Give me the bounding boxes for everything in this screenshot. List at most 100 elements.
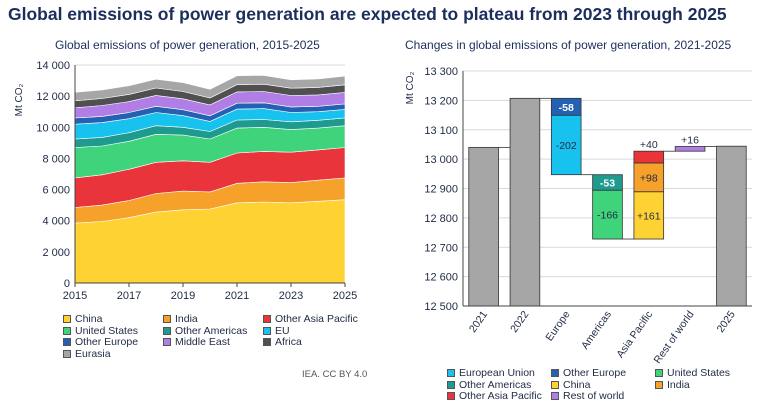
left-y-tick-label: 6 000 xyxy=(42,185,70,197)
legend-label: Other Asia Pacific xyxy=(459,390,542,402)
legend-item: EU xyxy=(263,325,290,337)
waterfall-step-other-asia-pacific xyxy=(633,150,665,164)
right-y-tick-label: 13 300 xyxy=(424,66,458,78)
legend-label: Eurasia xyxy=(75,347,111,360)
right-y-tick-label: 13 200 xyxy=(424,95,458,107)
legend-label: Other Americas xyxy=(175,324,248,337)
waterfall-data-label: +40 xyxy=(640,139,658,151)
waterfall-total-bar-2025 xyxy=(716,145,747,307)
legend-label: United States xyxy=(75,324,139,337)
right-y-tick-label: 12 600 xyxy=(424,272,458,284)
right-y-tick-label: 12 500 xyxy=(424,301,458,313)
right-y-tick-label: 12 900 xyxy=(424,184,458,196)
legend-label: EU xyxy=(275,324,290,337)
legend-label: Other Europe xyxy=(75,336,139,348)
waterfall-data-label: -202 xyxy=(556,140,577,152)
legend-swatch xyxy=(655,380,663,389)
right-chart-title: Changes in global emissions of power gen… xyxy=(405,38,732,52)
right-x-tick-label: Americas xyxy=(579,309,614,352)
legend-swatch xyxy=(63,315,71,323)
waterfall-data-label: -53 xyxy=(600,177,615,189)
waterfall-step-european-union xyxy=(550,114,582,176)
legend-item: United States xyxy=(63,325,138,337)
right-y-tick-label: 13 000 xyxy=(424,154,458,166)
legend-swatch xyxy=(551,369,559,377)
left-y-tick-label: 2 000 xyxy=(42,247,70,259)
waterfall-step-rest-of-world xyxy=(674,146,706,152)
legend-swatch xyxy=(163,315,171,323)
legend-item: Other Americas xyxy=(447,379,531,391)
legend-swatch xyxy=(655,369,663,377)
source-note: IEA. CC BY 4.0 xyxy=(302,369,368,380)
left-x-tick-label: 2021 xyxy=(225,290,249,302)
legend-item: Africa xyxy=(263,336,302,348)
right-x-tick-label: Europe xyxy=(543,309,572,344)
waterfall-data-label: +161 xyxy=(637,210,661,222)
left-y-tick-label: 0 xyxy=(64,278,70,290)
right-x-tick-label: Asia Pacific xyxy=(614,309,655,360)
left-y-tick-label: 4 000 xyxy=(42,216,70,228)
legend-item: Middle East xyxy=(163,336,230,348)
waterfall-total-bar-2022 xyxy=(509,97,541,307)
legend-label: India xyxy=(667,378,690,391)
legend-item: Other Europe xyxy=(63,336,138,348)
left-x-tick-label: 2015 xyxy=(63,290,87,302)
left-x-tick-label: 2019 xyxy=(171,290,195,302)
legend-label: Other Asia Pacific xyxy=(275,313,358,325)
legend-item: China xyxy=(551,379,590,391)
left-y-tick-label: 12 000 xyxy=(36,91,70,103)
legend-label: China xyxy=(75,313,103,325)
waterfall-total-bar-2021 xyxy=(468,146,499,307)
legend-item: Other Asia Pacific xyxy=(447,390,542,402)
legend-item: Eurasia xyxy=(63,348,111,360)
left-chart-title: Global emissions of power generation, 20… xyxy=(55,38,320,52)
waterfall-data-label: -58 xyxy=(559,102,574,114)
legend-label: Africa xyxy=(275,336,302,348)
right-y-axis-label: Mt CO₂ xyxy=(405,72,416,105)
legend-item: United States xyxy=(655,367,730,379)
legend-label: Rest of world xyxy=(563,390,625,402)
waterfall-data-label: -166 xyxy=(597,210,618,222)
left-y-axis-label: Mt CO₂ xyxy=(14,84,25,117)
legend-item: India xyxy=(655,379,690,391)
legend-swatch xyxy=(263,315,271,323)
legend-swatch xyxy=(551,380,559,389)
legend-swatch xyxy=(447,380,455,389)
waterfall-data-label: +98 xyxy=(640,172,658,184)
area-series-eurasia xyxy=(74,75,346,102)
legend-swatch xyxy=(163,326,171,335)
waterfall-step-india xyxy=(633,162,665,193)
waterfall-data-label: +16 xyxy=(681,134,699,146)
waterfall-step-china xyxy=(633,191,665,240)
legend-swatch xyxy=(447,392,455,400)
waterfall-step-united-states xyxy=(592,189,623,240)
legend-swatch xyxy=(263,338,271,346)
legend-item: Other Asia Pacific xyxy=(263,313,358,325)
right-y-tick-label: 12 800 xyxy=(424,213,458,225)
left-y-tick-label: 8 000 xyxy=(42,153,70,165)
left-x-tick-label: 2023 xyxy=(279,290,303,302)
right-x-tick-label: 2021 xyxy=(467,309,490,335)
legend-label: Middle East xyxy=(175,336,230,348)
legend-label: European Union xyxy=(459,367,535,379)
legend-item: European Union xyxy=(447,367,535,379)
right-y-tick-label: 13 100 xyxy=(424,125,458,137)
legend-label: United States xyxy=(667,367,731,379)
legend-label: Other Europe xyxy=(563,367,627,379)
left-y-tick-label: 10 000 xyxy=(36,122,70,134)
legend-item: Other Europe xyxy=(551,367,626,379)
legend-swatch xyxy=(63,326,71,335)
page-title: Global emissions of power generation are… xyxy=(8,4,727,24)
right-x-tick-label: 2022 xyxy=(508,309,531,335)
right-x-tick-label: Rest of world xyxy=(652,309,697,366)
legend-label: Other Americas xyxy=(459,378,532,391)
left-x-tick-label: 2017 xyxy=(117,290,141,302)
left-y-tick-label: 14 000 xyxy=(36,60,70,72)
right-y-tick-label: 12 700 xyxy=(424,242,458,254)
legend-item: India xyxy=(163,313,198,325)
legend-swatch xyxy=(163,338,171,346)
legend-swatch xyxy=(551,392,559,400)
left-x-tick-label: 2025 xyxy=(333,290,357,302)
legend-swatch xyxy=(263,326,271,335)
